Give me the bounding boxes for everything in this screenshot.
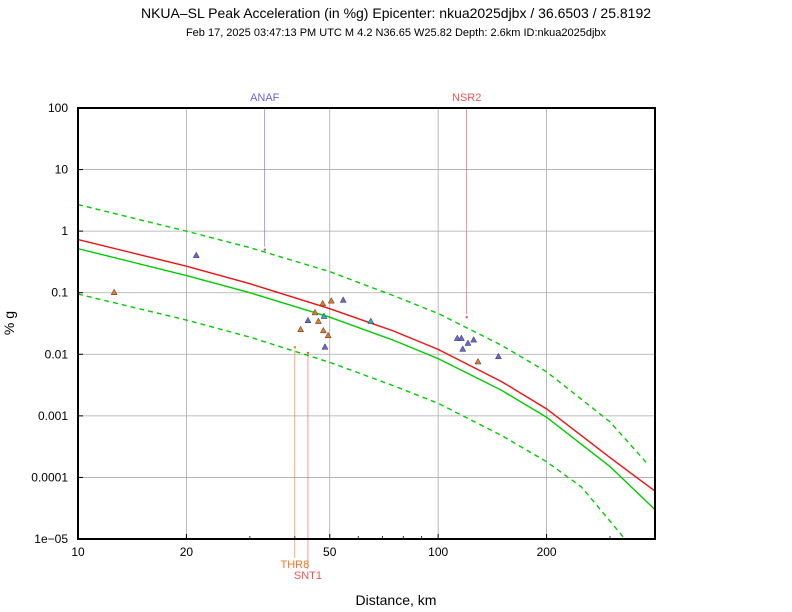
station-point <box>311 308 319 316</box>
y-tick-label: 100 <box>48 101 68 115</box>
station-point <box>453 334 461 341</box>
y-tick-label: 0.001 <box>38 409 68 423</box>
x-tick-label: 10 <box>71 545 85 559</box>
station-label-nsr2: NSR2 <box>452 92 481 104</box>
station-point <box>314 317 322 324</box>
x-tick-label: 20 <box>180 545 194 559</box>
station-point <box>110 288 118 295</box>
y-axis-label: % g <box>1 311 17 335</box>
station-point <box>464 339 472 346</box>
x-axis-label: Distance, km <box>356 592 437 608</box>
curve-bias-corrected <box>77 238 656 492</box>
station-point <box>304 316 312 324</box>
station-label-snt1: SNT1 <box>294 570 322 582</box>
station-point <box>324 331 332 339</box>
station-point <box>192 251 200 258</box>
x-tick-label: 200 <box>537 545 557 559</box>
curve-prediction <box>77 247 656 511</box>
station-point <box>319 299 327 307</box>
curve-prediction-lower <box>77 293 626 540</box>
y-tick-label: 0.1 <box>51 286 68 300</box>
station-point <box>474 357 482 365</box>
station-label-anaf: ANAF <box>250 92 280 104</box>
x-axis-ticks: 10 20 50 100 200 <box>71 534 656 559</box>
station-point <box>297 325 305 333</box>
grid <box>78 108 655 539</box>
station-marker-thr8 <box>293 346 297 349</box>
station-point <box>367 317 375 324</box>
station-point <box>321 343 329 350</box>
station-point <box>320 312 328 319</box>
y-tick-label: 10 <box>55 163 69 177</box>
station-point <box>327 297 335 304</box>
station-points <box>110 251 502 365</box>
station-point <box>319 326 327 334</box>
curve-prediction-upper <box>77 203 648 464</box>
station-point <box>459 345 467 352</box>
y-tick-label: 0.01 <box>45 347 69 361</box>
station-label-thr8: THR8 <box>280 559 309 571</box>
station-marker-anaf <box>263 248 266 251</box>
station-guides <box>263 108 468 569</box>
chart-title: NKUA–SL Peak Acceleration (in %g) Epicen… <box>141 5 651 21</box>
y-tick-label: 1 <box>61 224 68 238</box>
station-point <box>457 334 465 341</box>
station-marker-snt1 <box>306 351 310 355</box>
plot-frame <box>77 107 656 540</box>
station-point <box>495 352 502 360</box>
station-marker-nsr2 <box>465 316 468 319</box>
chart-subtitle: Feb 17, 2025 03:47:13 PM UTC M 4.2 N36.6… <box>186 27 607 39</box>
prediction-curves <box>77 203 656 540</box>
station-point <box>339 296 347 303</box>
y-axis-ticks: 100 10 1 0.1 0.01 0.001 0.0001 1e−05 <box>31 101 83 546</box>
y-tick-label: 0.0001 <box>31 470 68 484</box>
y-tick-label: 1e−05 <box>34 532 68 546</box>
station-point <box>470 336 478 343</box>
x-tick-label: 50 <box>323 545 337 559</box>
x-tick-label: 100 <box>428 545 448 559</box>
